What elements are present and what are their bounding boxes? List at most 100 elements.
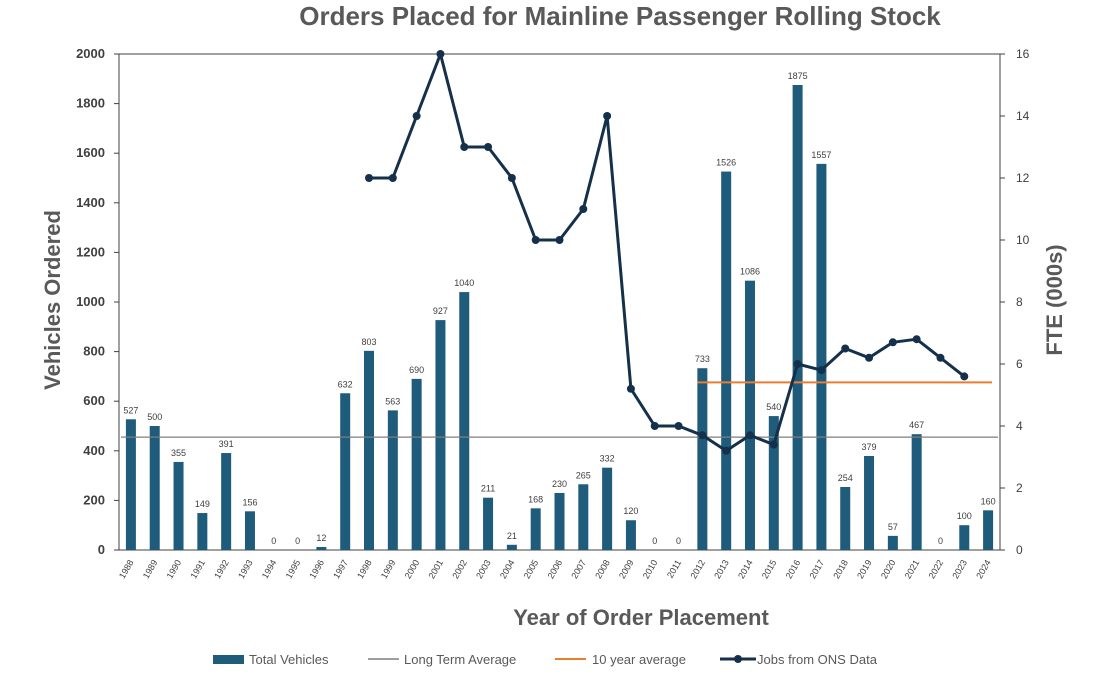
y-tick-label: 800 bbox=[83, 344, 105, 359]
bar-label-1992: 391 bbox=[219, 439, 234, 449]
y-tick-label: 200 bbox=[83, 492, 105, 507]
bar-label-2003: 211 bbox=[481, 484, 495, 494]
bar-1998 bbox=[364, 350, 375, 550]
bar-label-1998: 803 bbox=[361, 337, 376, 347]
jobs-point-2006 bbox=[555, 236, 564, 244]
bar-1993 bbox=[244, 511, 255, 550]
legend-item-10-year-average: 10 year average bbox=[555, 652, 686, 667]
bar-1996 bbox=[316, 547, 327, 550]
bar-2020 bbox=[887, 535, 898, 550]
bar-label-2016: 1875 bbox=[788, 71, 808, 81]
bar-label-2005: 168 bbox=[528, 494, 543, 504]
y2-axis-title: FTE (000s) bbox=[1042, 244, 1067, 355]
bar-1990 bbox=[173, 461, 184, 550]
bar-2008 bbox=[602, 467, 613, 550]
legend-marker-jobs-ons bbox=[734, 655, 742, 663]
jobs-point-2017 bbox=[817, 366, 826, 375]
x-tick-label: 1996 bbox=[307, 558, 326, 580]
bar-label-2012: 733 bbox=[695, 354, 710, 364]
bar-label-2008: 332 bbox=[600, 454, 615, 464]
jobs-point-2005 bbox=[531, 236, 540, 244]
y2-tick-label: 0 bbox=[1016, 543, 1023, 557]
x-tick-label: 2006 bbox=[546, 558, 565, 580]
jobs-point-2013 bbox=[722, 446, 731, 455]
bar-1997 bbox=[340, 393, 351, 550]
y2-tick-label: 2 bbox=[1016, 481, 1023, 495]
bar-label-2001: 927 bbox=[433, 306, 448, 316]
x-tick-label: 2002 bbox=[450, 558, 469, 580]
x-tick-label: 1991 bbox=[188, 558, 207, 580]
legend: Total Vehicles Long Term Average 10 year… bbox=[213, 652, 878, 667]
bar-label-2009: 120 bbox=[623, 506, 638, 516]
x-tick-label: 2009 bbox=[617, 558, 636, 580]
jobs-point-2010 bbox=[650, 422, 659, 430]
legend-item-total-vehicles: Total Vehicles bbox=[213, 652, 329, 667]
x-tick-label: 1997 bbox=[331, 558, 350, 580]
jobs-point-2014 bbox=[745, 431, 754, 440]
x-tick-label: 2024 bbox=[974, 558, 993, 580]
jobs-point-2023 bbox=[960, 372, 969, 381]
x-tick-label: 1989 bbox=[141, 558, 160, 580]
x-tick-label: 1990 bbox=[165, 558, 184, 580]
bar-1991 bbox=[197, 513, 208, 550]
bar-label-2014: 1086 bbox=[740, 267, 760, 277]
x-tick-label: 2008 bbox=[593, 558, 612, 580]
bar-2000 bbox=[411, 378, 422, 550]
bar-label-2010: 0 bbox=[652, 536, 657, 546]
x-tick-label: 2021 bbox=[903, 558, 922, 580]
bar-1999 bbox=[387, 410, 398, 550]
bar-label-2019: 379 bbox=[862, 442, 877, 452]
bar-2005 bbox=[530, 508, 541, 550]
jobs-line bbox=[369, 52, 966, 453]
bar-2019 bbox=[864, 456, 875, 550]
y2-tick-label: 10 bbox=[1016, 233, 1030, 247]
x-tick-label: 1988 bbox=[117, 558, 136, 580]
bar-2003 bbox=[483, 497, 494, 550]
x-tick-label: 2013 bbox=[712, 558, 731, 580]
jobs-point-2007 bbox=[579, 205, 588, 213]
jobs-point-2003 bbox=[484, 143, 493, 151]
bar-label-2006: 230 bbox=[552, 479, 567, 489]
x-tick-label: 2020 bbox=[879, 558, 898, 580]
bar-label-1990: 355 bbox=[171, 448, 186, 458]
y-tick-label: 1400 bbox=[76, 195, 105, 210]
jobs-point-2002 bbox=[460, 143, 469, 151]
y2-tick-label: 12 bbox=[1016, 171, 1030, 185]
jobs-point-2008 bbox=[603, 112, 612, 120]
y2-tick-label: 6 bbox=[1016, 357, 1023, 371]
bar-2001 bbox=[435, 320, 446, 550]
y-tick-label: 1000 bbox=[76, 294, 105, 309]
bar-label-2022: 0 bbox=[938, 536, 943, 546]
jobs-point-2009 bbox=[626, 384, 635, 393]
legend-item-long-term-average: Long Term Average bbox=[368, 652, 516, 667]
x-tick-label: 2022 bbox=[927, 558, 946, 580]
x-tick-label: 2017 bbox=[807, 558, 826, 580]
bar-2006 bbox=[554, 492, 565, 550]
jobs-point-2000 bbox=[412, 112, 421, 120]
jobs-point-2016 bbox=[793, 360, 802, 368]
y-tick-label: 0 bbox=[98, 542, 105, 557]
x-tick-label: 2001 bbox=[427, 558, 446, 580]
bar-label-1989: 500 bbox=[147, 412, 162, 422]
x-tick-label: 1994 bbox=[260, 558, 279, 580]
y-tick-label: 1800 bbox=[76, 96, 105, 111]
bar-label-2013: 1526 bbox=[716, 158, 736, 168]
x-tick-label: 1999 bbox=[379, 558, 398, 580]
legend-label-jobs-ons: Jobs from ONS Data bbox=[757, 652, 878, 667]
bar-label-2000: 690 bbox=[409, 365, 424, 375]
x-tick-label: 2016 bbox=[784, 558, 803, 580]
legend-swatch-total-vehicles bbox=[213, 655, 244, 664]
x-tick-label: 2000 bbox=[403, 558, 422, 580]
bar-label-1995: 0 bbox=[295, 536, 300, 546]
x-tick-label: 2005 bbox=[522, 558, 541, 580]
jobs-point-1998 bbox=[365, 174, 374, 182]
bar-2012 bbox=[697, 368, 708, 550]
bar-1989 bbox=[149, 426, 160, 550]
jobs-point-2021 bbox=[912, 335, 921, 344]
bar-2004 bbox=[506, 544, 517, 550]
bar-label-1996: 12 bbox=[316, 533, 326, 543]
jobs-point-2020 bbox=[888, 338, 897, 347]
bar-2002 bbox=[459, 292, 470, 550]
x-tick-label: 2015 bbox=[760, 558, 779, 580]
